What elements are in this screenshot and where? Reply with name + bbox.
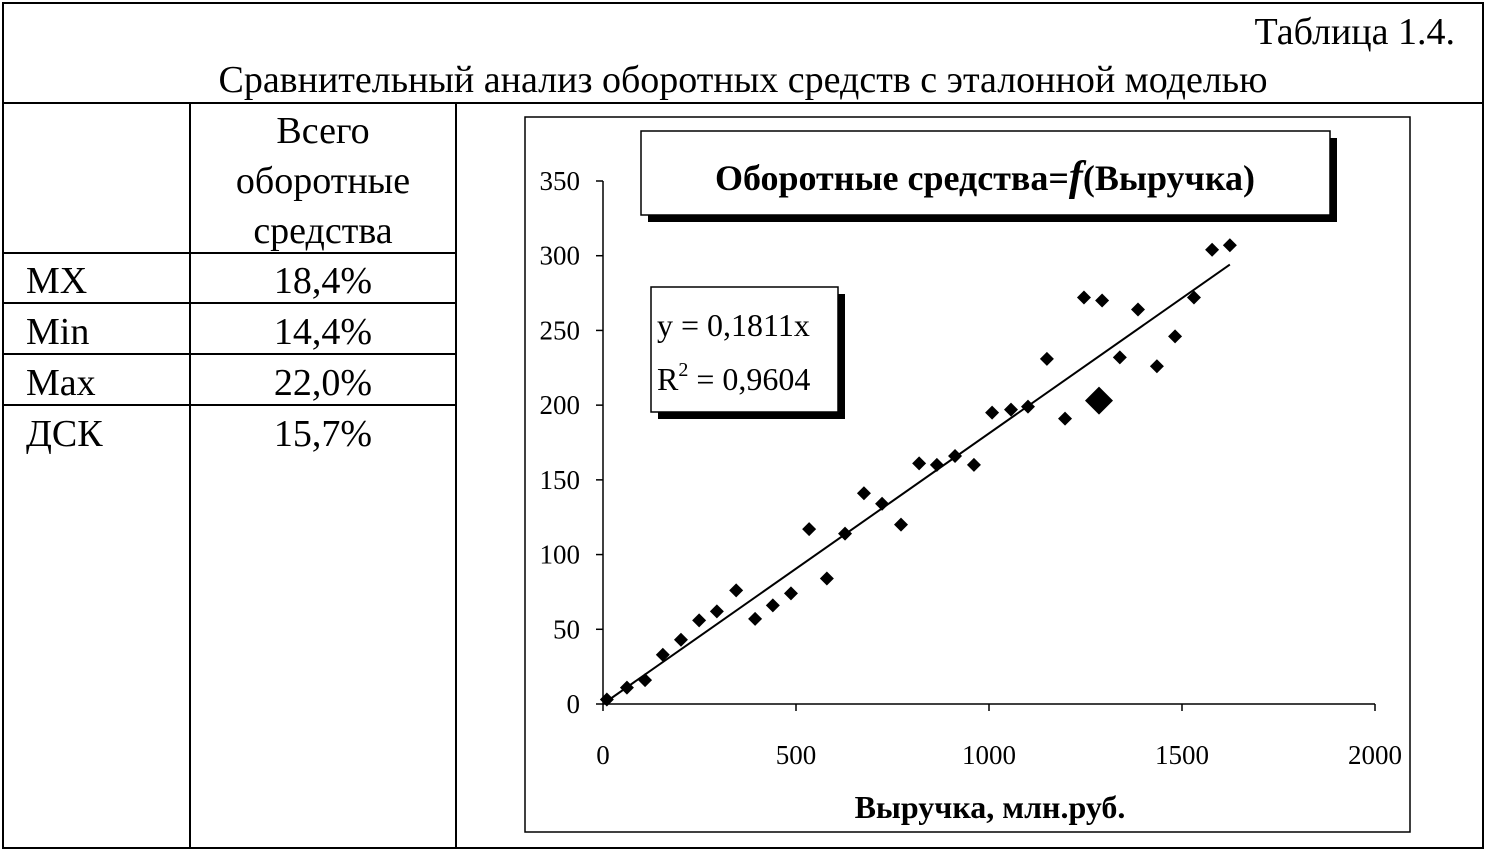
point <box>929 457 944 472</box>
point <box>985 405 1000 420</box>
point <box>838 526 853 541</box>
point <box>1130 302 1145 317</box>
point <box>692 613 707 628</box>
row-label: ДСК <box>26 413 103 455</box>
y-tick-label: 100 <box>540 540 581 570</box>
row-value: 22,0% <box>274 362 372 404</box>
point <box>1186 290 1201 305</box>
point <box>1149 359 1164 374</box>
equation-box <box>650 286 839 413</box>
point <box>673 632 688 647</box>
x-tick-label: 0 <box>596 740 610 770</box>
chart-title-part: f <box>1069 154 1087 200</box>
chart-title-part: Оборотные средства= <box>715 158 1069 198</box>
title: Сравнительный анализ оборотных средств с… <box>218 59 1267 101</box>
point <box>1039 351 1054 366</box>
point <box>748 611 763 626</box>
row-value: 14,4% <box>274 311 372 353</box>
point <box>1020 399 1035 414</box>
y-tick-label: 200 <box>540 390 581 420</box>
point <box>1222 238 1237 253</box>
row-label: MX <box>26 260 87 302</box>
point <box>619 680 634 695</box>
equation: y = 0,1811x <box>657 307 810 343</box>
point <box>1076 290 1091 305</box>
y-tick-label: 50 <box>553 614 580 644</box>
column-header-box: Всего оборотные средства <box>235 110 411 252</box>
y-tick-label: 350 <box>540 166 581 196</box>
chart-frame <box>524 116 1411 833</box>
point <box>729 583 744 598</box>
point <box>709 604 724 619</box>
point <box>1004 402 1019 417</box>
x-tick-label: 1500 <box>1155 740 1209 770</box>
row-value: 18,4% <box>274 260 372 302</box>
chart-title-part: (Выручка) <box>1083 158 1255 198</box>
row-label: Min <box>26 311 89 353</box>
x-tick-label: 2000 <box>1348 740 1402 770</box>
point <box>783 586 798 601</box>
x-axis-label: Выручка, млн.руб. <box>855 789 1126 825</box>
title-box <box>640 130 1331 216</box>
r-squared-part: R <box>657 361 679 397</box>
point <box>1095 293 1110 308</box>
chart-title: Оборотные средства=f(Выручка) <box>715 154 1255 200</box>
point <box>948 448 963 463</box>
r-squared-part: 2 <box>678 359 688 381</box>
point <box>1168 329 1183 344</box>
point <box>856 486 871 501</box>
y-tick-label: 300 <box>540 241 581 271</box>
caption: Таблица 1.4. <box>1254 11 1455 53</box>
point <box>765 598 780 613</box>
point <box>1205 242 1220 257</box>
trendline <box>602 263 1231 705</box>
column-header: Всего оборотные средства <box>235 110 411 252</box>
x-tick-label: 1000 <box>962 740 1016 770</box>
y-tick-label: 250 <box>540 315 581 345</box>
point <box>802 522 817 537</box>
point <box>966 457 981 472</box>
point <box>912 456 927 471</box>
point <box>819 571 834 586</box>
x-tick-label: 500 <box>776 740 817 770</box>
point <box>1085 386 1114 415</box>
r-squared: R2 = 0,9604 <box>657 359 810 397</box>
y-tick-label: 0 <box>567 689 581 719</box>
row-value: 15,7% <box>274 413 372 455</box>
point <box>1058 411 1073 426</box>
point <box>655 647 670 662</box>
y-tick-label: 150 <box>540 465 581 495</box>
point <box>599 692 614 707</box>
point <box>638 673 653 688</box>
row-label: Max <box>26 362 96 404</box>
point <box>875 496 890 511</box>
point <box>1112 350 1127 365</box>
point <box>893 517 908 532</box>
r-squared-part: = 0,9604 <box>688 361 810 397</box>
